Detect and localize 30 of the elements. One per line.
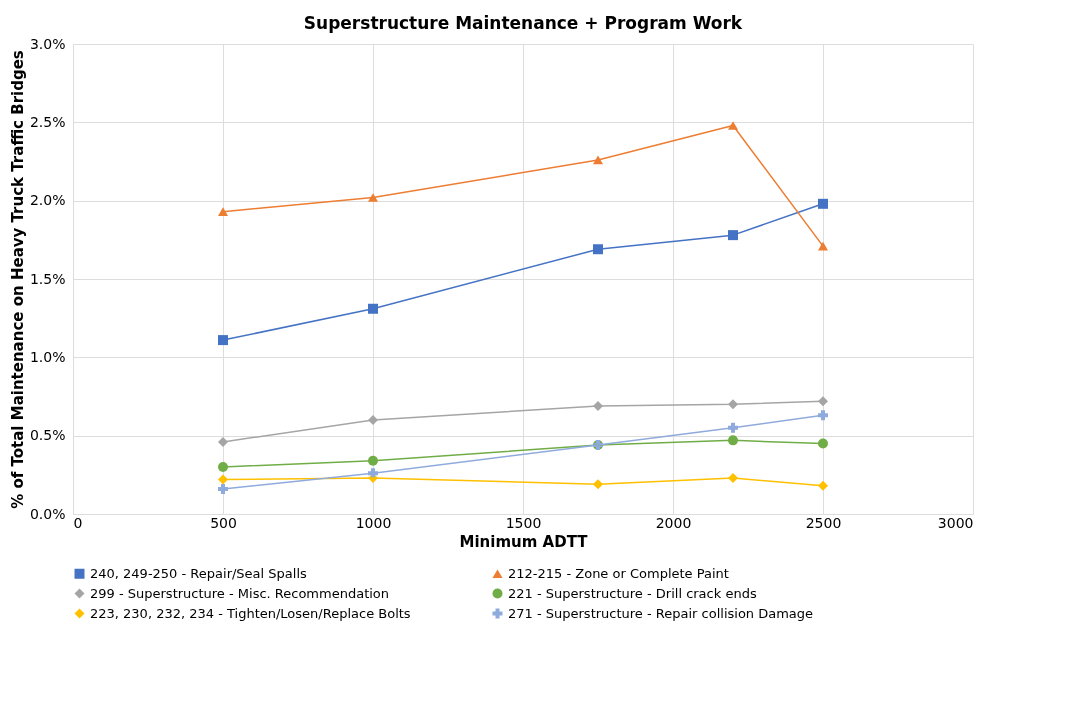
x-tick-label: 2500 (805, 514, 842, 531)
legend-label: 212-215 - Zone or Complete Paint (508, 565, 729, 581)
y-tick-label: 2.5% (29, 113, 66, 130)
y-tick-label: 1.5% (29, 270, 66, 287)
chart-title: Superstructure Maintenance + Program Work (303, 13, 743, 33)
legend-label: 223, 230, 232, 234 - Tighten/Losen/Replace Bolts (90, 605, 411, 621)
legend-label: 240, 249-250 - Repair/Seal Spalls (90, 565, 308, 581)
point (218, 335, 228, 346)
x-axis-title: Minimum ADTT (459, 532, 589, 551)
legend-label: 271 - Superstructure - Repair collision Damage (508, 605, 814, 621)
point (368, 193, 378, 202)
y-tick-label: 0.0% (29, 505, 66, 522)
y-tick-label: 1.0% (29, 348, 66, 365)
point (218, 462, 228, 472)
x-tick-label: 3000 (937, 514, 974, 531)
y-axis-title: % of Total Maintenance on Heavy Truck Traffic Bridges (8, 50, 27, 509)
x-tick-label: 0 (73, 514, 83, 531)
point (218, 474, 228, 485)
y-tick-label: 0.5% (29, 427, 66, 444)
point (218, 207, 228, 216)
x-tick-label: 1500 (505, 514, 542, 531)
y-tick-label: 2.0% (29, 192, 66, 209)
point (818, 198, 828, 209)
x-tick-label: 2000 (655, 514, 692, 531)
point (818, 438, 828, 449)
x-tick-label: 500 (210, 514, 237, 531)
y-tick-label: 3.0% (29, 35, 66, 52)
x-tick-label: 1000 (355, 514, 392, 531)
legend-label: 221 - Superstructure - Drill crack ends (508, 585, 757, 601)
legend-label: 299 - Superstructure - Misc. Recommendation (90, 585, 390, 601)
